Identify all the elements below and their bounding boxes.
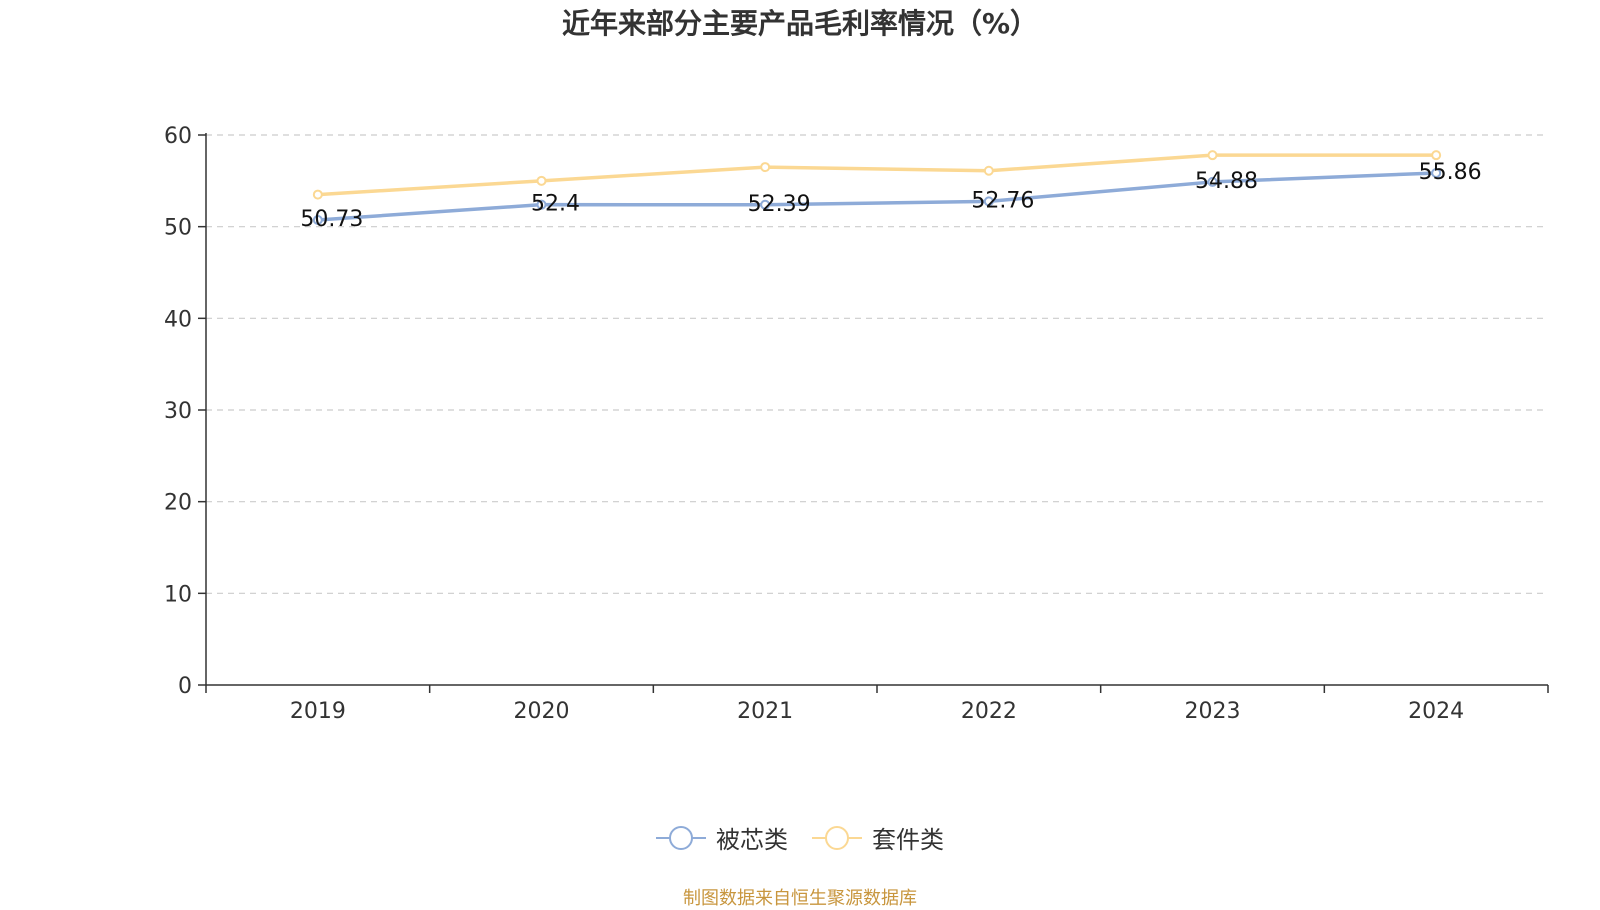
- series-line-1: [317, 171, 1437, 222]
- axes: 0 10 20 30 40 50 60 2019 2020 2021 2022 2023 2024: [164, 124, 1549, 724]
- data-point: [312, 189, 323, 200]
- data-point: [760, 162, 771, 173]
- chart-title: 近年来部分主要产品毛利率情况（%）: [561, 7, 1039, 40]
- legend-marker-icon: [656, 825, 706, 850]
- data-point: [536, 175, 547, 186]
- series-lines: [312, 150, 1442, 225]
- data-point: [983, 165, 994, 176]
- x-tick-label: 2022: [961, 699, 1017, 724]
- data-label: 52.39: [748, 192, 811, 217]
- data-point: [312, 214, 323, 225]
- legend-item-series-2[interactable]: 套件类: [812, 820, 944, 855]
- legend-item-series-1[interactable]: 被芯类: [656, 820, 788, 855]
- x-tick-label: 2019: [290, 699, 346, 724]
- data-label: 55.86: [1419, 160, 1482, 185]
- y-tick-label: 0: [178, 674, 192, 699]
- data-point: [1207, 150, 1218, 161]
- data-point: [983, 196, 994, 207]
- data-label: 54.88: [1195, 169, 1258, 194]
- legend: 被芯类 套件类: [0, 820, 1600, 855]
- data-labels: 50.73 52.4 52.39 52.76 54.88 55.86: [300, 160, 1481, 232]
- grid-lines: [206, 134, 1548, 594]
- source-note: 制图数据来自恒生聚源数据库: [683, 888, 917, 909]
- legend-marker-icon: [812, 825, 862, 850]
- legend-label: 套件类: [872, 826, 944, 854]
- x-tick-label: 2023: [1185, 699, 1241, 724]
- y-tick-label: 30: [164, 399, 192, 424]
- y-tick-label: 50: [164, 216, 192, 241]
- data-point: [760, 199, 771, 210]
- x-tick-label: 2021: [737, 699, 793, 724]
- legend-label: 被芯类: [716, 826, 788, 854]
- data-label: 52.76: [971, 188, 1034, 213]
- x-tick-label: 2024: [1408, 699, 1464, 724]
- data-label: 50.73: [300, 207, 363, 232]
- y-tick-label: 60: [164, 124, 192, 149]
- data-point: [1431, 167, 1442, 178]
- y-tick-label: 20: [164, 491, 192, 516]
- series-line-2: [317, 153, 1437, 197]
- y-tick-label: 10: [164, 582, 192, 607]
- data-point: [1207, 176, 1218, 187]
- x-tick-label: 2020: [514, 699, 570, 724]
- data-point: [536, 199, 547, 210]
- y-tick-label: 40: [164, 307, 192, 332]
- data-point: [1431, 150, 1442, 161]
- data-label: 52.4: [531, 192, 580, 217]
